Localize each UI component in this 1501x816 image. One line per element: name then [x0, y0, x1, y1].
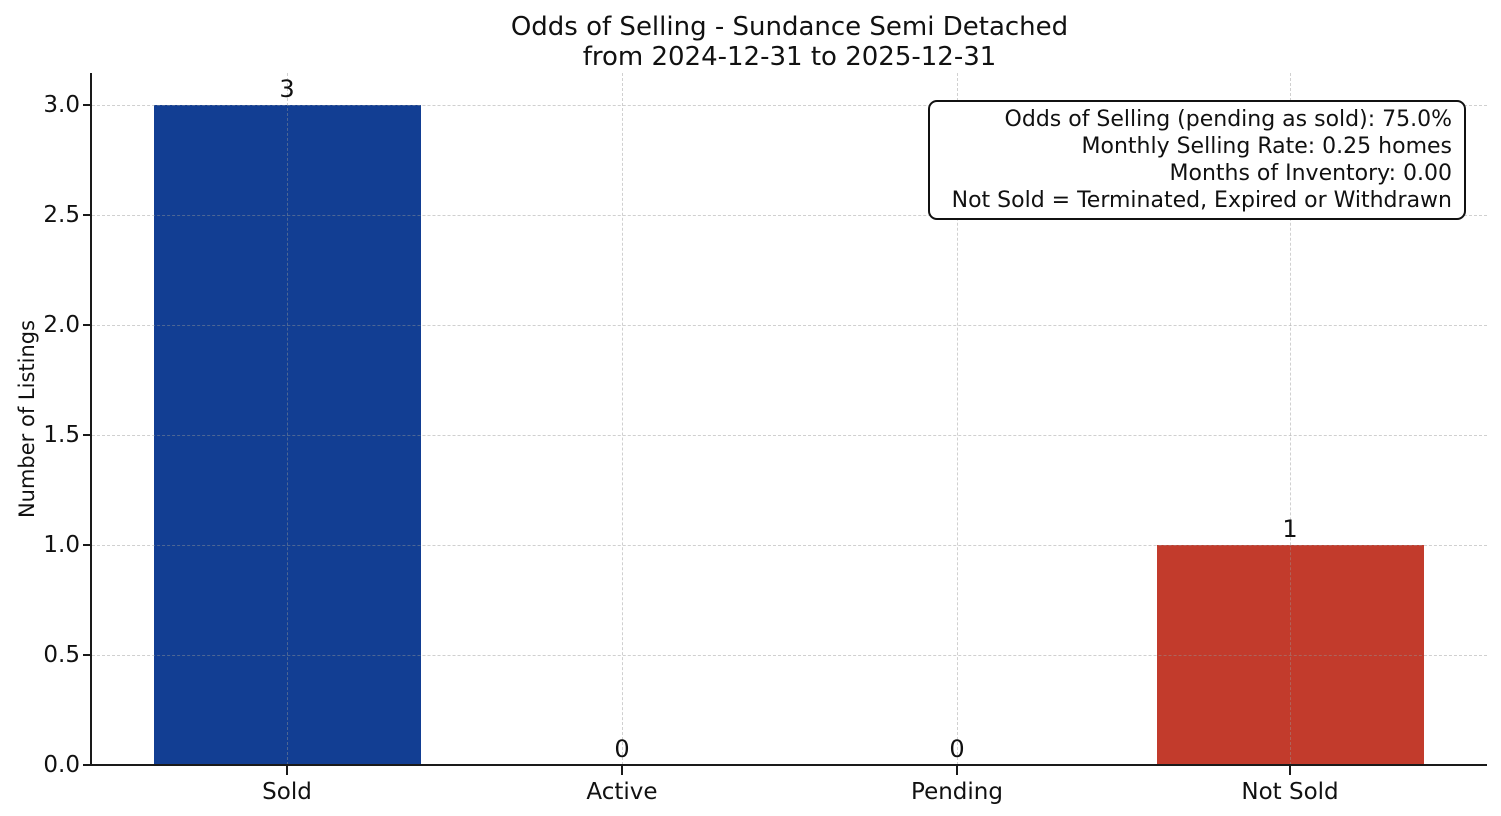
y-tick-mark [83, 764, 92, 766]
x-tick-mark [956, 766, 958, 775]
h-gridline [92, 215, 1487, 216]
y-tick-label: 0.5 [43, 642, 80, 668]
h-gridline [92, 655, 1487, 656]
x-tick-label-pending: Pending [911, 779, 1003, 805]
v-gridline [287, 73, 288, 765]
annotation-months-of-inventory: Months of Inventory: 0.00 [1169, 161, 1452, 186]
h-gridline [92, 105, 1487, 106]
h-gridline [92, 545, 1487, 546]
chart-subtitle: from 2024-12-31 to 2025-12-31 [582, 42, 997, 72]
v-gridline [1290, 73, 1291, 765]
x-tick-label-active: Active [586, 779, 658, 805]
y-axis-title: Number of Listings [15, 319, 39, 519]
y-tick-mark [83, 324, 92, 326]
x-tick-label-sold: Sold [262, 779, 312, 805]
bar-sold [153, 105, 421, 765]
x-tick-mark [621, 766, 623, 775]
y-tick-label: 1.0 [43, 532, 80, 558]
bar-not-sold [1156, 545, 1424, 765]
y-tick-mark [83, 654, 92, 656]
x-tick-mark [286, 766, 288, 775]
y-axis-spine [90, 73, 92, 766]
y-tick-label: 2.5 [43, 202, 80, 228]
bar-value-label: 1 [1282, 515, 1298, 543]
chart-title: Odds of Selling - Sundance Semi Detached [510, 12, 1069, 42]
bar-value-label: 0 [949, 735, 965, 763]
y-tick-label: 2.0 [43, 312, 80, 338]
bar-value-label: 0 [614, 735, 630, 763]
y-tick-mark [83, 434, 92, 436]
annotation-not-sold-definition: Not Sold = Terminated, Expired or Withdr… [951, 188, 1452, 213]
y-tick-label: 0.0 [43, 752, 80, 778]
annotation-monthly-selling-rate: Monthly Selling Rate: 0.25 homes [1081, 134, 1452, 159]
stats-annotation-box: Odds of Selling (pending as sold): 75.0%… [928, 100, 1466, 220]
chart-title-block: Odds of Selling - Sundance Semi Detached… [92, 12, 1487, 72]
v-gridline [957, 73, 958, 765]
y-tick-mark [83, 544, 92, 546]
y-tick-mark [83, 104, 92, 106]
h-gridline [92, 435, 1487, 436]
annotation-odds-of-selling: Odds of Selling (pending as sold): 75.0% [1004, 107, 1452, 132]
x-axis-spine [90, 764, 1487, 766]
x-tick-label-not-sold: Not Sold [1241, 779, 1339, 805]
y-tick-label: 3.0 [43, 92, 80, 118]
h-gridline [92, 325, 1487, 326]
y-tick-label: 1.5 [43, 422, 80, 448]
v-gridline [622, 73, 623, 765]
y-tick-mark [83, 214, 92, 216]
bar-value-label: 3 [279, 75, 295, 103]
x-tick-mark [1289, 766, 1291, 775]
